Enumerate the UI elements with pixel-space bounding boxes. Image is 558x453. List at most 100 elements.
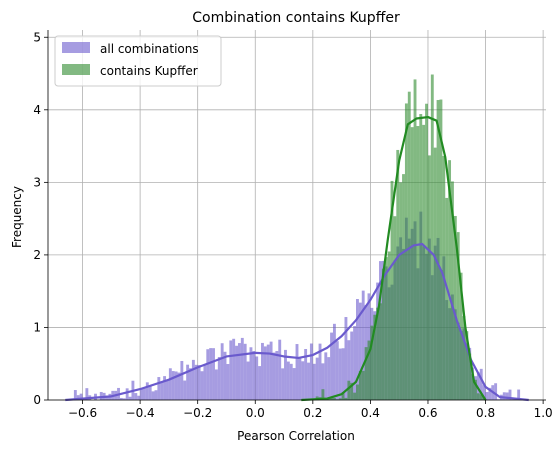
bar-all-40 xyxy=(180,360,184,400)
bar-all-98 xyxy=(347,340,351,400)
legend-label-all-combinations: all combinations xyxy=(100,42,199,56)
bar-kupffer-31 xyxy=(390,180,394,400)
bar-kupffer-39 xyxy=(413,79,417,400)
bar-kupffer-46 xyxy=(433,147,437,400)
tick-labels: −0.6 −0.4 −0.2 0.0 0.2 0.4 0.6 0.8 1.0 0 1 2 3 4 5 xyxy=(33,30,552,420)
bar-all-26 xyxy=(140,387,143,400)
bar-kupffer-36 xyxy=(404,103,408,400)
bar-all-48 xyxy=(203,365,207,400)
bar-all-49 xyxy=(206,349,210,400)
bar-all-50 xyxy=(209,348,213,400)
bar-all-95 xyxy=(338,348,342,400)
y-tick-label-0: 0 xyxy=(33,393,41,407)
bar-all-83 xyxy=(304,349,308,400)
bar-kupffer-59 xyxy=(471,374,475,400)
y-axis-label: Frequency xyxy=(10,186,24,248)
legend: all combinations contains Kupffer xyxy=(54,35,222,87)
histogram-bars xyxy=(73,74,521,401)
bar-all-57 xyxy=(229,340,233,400)
bar-kupffer-53 xyxy=(453,215,457,400)
bar-kupffer-24 xyxy=(370,325,374,400)
bar-all-12 xyxy=(99,391,103,400)
bar-kupffer-19 xyxy=(356,384,359,400)
bar-all-96 xyxy=(341,348,345,400)
legend-label-contains-kupffer: contains Kupffer xyxy=(100,64,198,78)
bar-all-81 xyxy=(298,357,302,400)
bar-all-145 xyxy=(482,385,486,400)
bar-kupffer-58 xyxy=(468,353,472,400)
axes xyxy=(47,30,546,401)
x-axis-label: Pearson Correlation xyxy=(237,429,355,443)
x-tick-label-0: −0.6 xyxy=(68,406,97,420)
bar-all-144 xyxy=(479,368,483,400)
bar-kupffer-29 xyxy=(384,257,388,400)
x-tick-label-7: 0.8 xyxy=(476,406,495,420)
bar-kupffer-30 xyxy=(387,251,391,400)
bar-all-27 xyxy=(142,388,146,400)
bar-all-39 xyxy=(177,372,181,400)
bar-kupffer-43 xyxy=(425,103,428,401)
grid-lines xyxy=(48,30,546,401)
bar-kupffer-10 xyxy=(330,397,333,400)
bar-all-92 xyxy=(330,332,333,400)
x-tick-label-1: −0.4 xyxy=(126,406,155,420)
bar-kupffer-26 xyxy=(376,307,380,400)
bar-kupffer-27 xyxy=(379,303,382,400)
bar-all-51 xyxy=(212,348,215,400)
x-tick-label-2: −0.2 xyxy=(183,406,212,420)
bar-all-19 xyxy=(119,397,123,400)
bar-all-42 xyxy=(186,364,190,400)
bar-all-30 xyxy=(151,391,155,400)
bar-all-24 xyxy=(134,393,138,400)
bar-all-21 xyxy=(125,388,129,400)
bar-kupffer-55 xyxy=(459,272,463,400)
bar-kupffer-16 xyxy=(347,380,351,400)
bar-all-154 xyxy=(508,389,512,400)
bar-all-53 xyxy=(217,357,221,400)
bar-kupffer-33 xyxy=(396,149,400,400)
bar-all-58 xyxy=(232,338,236,400)
bar-all-20 xyxy=(122,398,126,400)
bar-all-71 xyxy=(269,341,273,400)
bar-kupffer-54 xyxy=(456,232,460,400)
y-tick-label-5: 5 xyxy=(33,30,41,44)
bar-all-97 xyxy=(344,317,348,400)
bar-kupffer-38 xyxy=(410,127,414,400)
bar-all-74 xyxy=(278,339,282,400)
bar-kupffer-20 xyxy=(358,370,362,400)
bar-all-61 xyxy=(240,337,244,400)
bar-all-68 xyxy=(261,342,264,400)
bar-all-102 xyxy=(358,302,362,400)
bar-all-37 xyxy=(171,371,175,400)
bar-kupffer-51 xyxy=(448,160,452,400)
bar-kupffer-50 xyxy=(445,197,449,400)
bar-kupffer-52 xyxy=(451,181,454,400)
kde-curve-0 xyxy=(65,242,529,402)
bar-all-149 xyxy=(494,383,498,400)
bar-all-152 xyxy=(502,392,506,400)
bar-all-31 xyxy=(154,390,158,400)
bar-kupffer-17 xyxy=(350,382,354,400)
bar-all-32 xyxy=(157,377,161,400)
bar-all-66 xyxy=(255,356,259,400)
bar-all-22 xyxy=(128,396,132,400)
bar-all-146 xyxy=(485,392,489,400)
bar-all-78 xyxy=(289,363,293,400)
bar-all-35 xyxy=(166,380,169,400)
bar-all-88 xyxy=(318,343,322,400)
bar-all-25 xyxy=(137,395,141,400)
chart-title: Combination contains Kupffer xyxy=(192,10,400,26)
bar-all-82 xyxy=(301,361,305,400)
bar-all-101 xyxy=(356,299,359,400)
kde-curves xyxy=(65,115,529,402)
bar-all-67 xyxy=(258,366,262,400)
bar-all-157 xyxy=(517,389,521,400)
bar-kupffer-34 xyxy=(399,182,403,400)
legend-swatch-all-combinations xyxy=(62,42,90,53)
bar-all-56 xyxy=(226,364,230,400)
bar-kupffer-25 xyxy=(373,314,377,400)
bar-all-41 xyxy=(183,380,187,400)
kde-curve-1 xyxy=(301,115,487,402)
